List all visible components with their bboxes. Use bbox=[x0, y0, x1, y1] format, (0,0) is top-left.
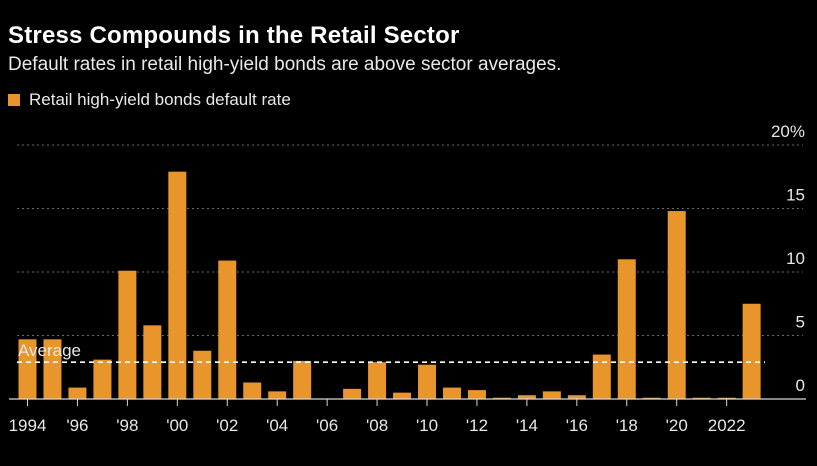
bar-1997 bbox=[93, 359, 112, 399]
x-tick-label: 2022 bbox=[708, 416, 746, 435]
x-tick-label: '98 bbox=[116, 416, 138, 435]
x-tick-label: '08 bbox=[366, 416, 388, 435]
legend-label: Retail high-yield bonds default rate bbox=[29, 90, 291, 109]
y-tick-label: 10 bbox=[786, 249, 805, 268]
legend: Retail high-yield bonds default rate bbox=[8, 90, 291, 110]
bar-2008 bbox=[368, 362, 387, 399]
bar-2015 bbox=[542, 391, 561, 399]
chart-title: Stress Compounds in the Retail Sector bbox=[8, 22, 460, 49]
bar-2012 bbox=[467, 390, 486, 399]
average-layer: Average bbox=[17, 341, 765, 363]
bar-2022 bbox=[717, 397, 736, 399]
x-tick-label: '10 bbox=[416, 416, 438, 435]
bar-2005 bbox=[293, 360, 312, 399]
legend-swatch bbox=[8, 94, 20, 106]
bar-2010 bbox=[418, 364, 437, 399]
bar-2021 bbox=[692, 397, 711, 399]
x-tick-label: '16 bbox=[566, 416, 588, 435]
x-tick-label: '00 bbox=[166, 416, 188, 435]
x-tick-label: 1994 bbox=[9, 416, 47, 435]
chart-subtitle: Default rates in retail high-yield bonds… bbox=[8, 54, 562, 75]
bar-1994 bbox=[18, 339, 37, 399]
bar-2007 bbox=[343, 388, 362, 399]
bar-2003 bbox=[243, 382, 262, 399]
bar-2000 bbox=[168, 171, 187, 399]
axis-layer: 20% 15 10 5 0 1994 '96 '98 '00 '02 '04 '06 '08 '10 '12… bbox=[9, 122, 806, 435]
x-tick-label: '18 bbox=[616, 416, 638, 435]
bar-1998 bbox=[118, 270, 137, 399]
x-tick-label: '04 bbox=[266, 416, 288, 435]
bar-1996 bbox=[68, 387, 87, 399]
bar-2019 bbox=[642, 397, 661, 399]
bar-2023 bbox=[742, 303, 761, 399]
x-tick-label: '20 bbox=[666, 416, 688, 435]
x-tick-label: '14 bbox=[516, 416, 538, 435]
x-tick-label: '06 bbox=[316, 416, 338, 435]
x-tick-label: '96 bbox=[66, 416, 88, 435]
bar-layer bbox=[18, 171, 761, 399]
bar-2002 bbox=[218, 260, 237, 399]
bar-2013 bbox=[492, 397, 511, 399]
average-label: Average bbox=[18, 341, 81, 360]
bar-2004 bbox=[268, 391, 287, 399]
bar-2017 bbox=[592, 354, 611, 399]
y-tick-label: 5 bbox=[796, 313, 805, 332]
y-tick-label: 20% bbox=[771, 122, 805, 141]
bar-2020 bbox=[667, 211, 686, 399]
bar-2009 bbox=[393, 392, 412, 399]
bar-2016 bbox=[567, 395, 586, 399]
bar-1995 bbox=[43, 339, 62, 399]
bar-2001 bbox=[193, 350, 212, 399]
x-tick-label: '12 bbox=[466, 416, 488, 435]
y-tick-label: 0 bbox=[796, 376, 805, 395]
bar-2018 bbox=[617, 259, 636, 399]
bar-2011 bbox=[442, 387, 461, 399]
x-tick-label: '02 bbox=[216, 416, 238, 435]
bar-2014 bbox=[517, 395, 536, 399]
y-tick-label: 15 bbox=[786, 186, 805, 205]
